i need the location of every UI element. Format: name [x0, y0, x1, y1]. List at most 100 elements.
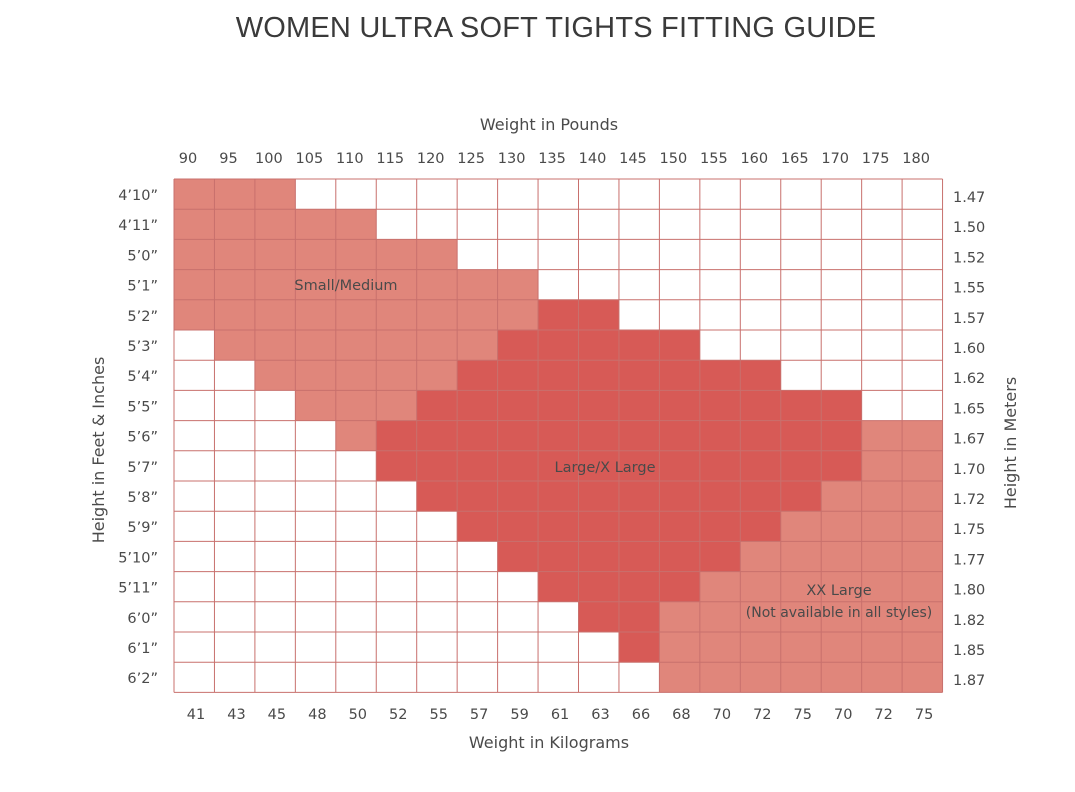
- size-cell-7-1: [214, 390, 255, 421]
- size-cell-0-3: [295, 179, 336, 210]
- size-cell-7-0: [174, 390, 215, 421]
- size-cell-13-17: [861, 571, 903, 602]
- y-left-tick: 5’0”: [127, 248, 158, 264]
- size-cell-14-9: [538, 601, 579, 632]
- size-cell-13-9: [538, 571, 579, 602]
- region-note-xx-large: (Not available in all styles): [746, 605, 932, 621]
- size-cell-16-17: [861, 662, 903, 693]
- size-cell-9-18: [902, 450, 943, 481]
- x-top-tick: 120: [417, 151, 445, 167]
- size-cell-5-3: [295, 330, 336, 361]
- size-cell-1-11: [618, 209, 660, 240]
- size-cell-10-14: [740, 481, 781, 512]
- size-cell-8-12: [659, 420, 700, 451]
- size-cell-6-4: [335, 360, 377, 391]
- size-cell-12-4: [335, 541, 377, 572]
- size-cell-0-12: [659, 179, 700, 210]
- size-cell-4-15: [780, 299, 822, 330]
- size-cell-16-13: [699, 662, 741, 693]
- size-cell-7-3: [295, 390, 336, 421]
- size-cell-14-3: [295, 601, 336, 632]
- size-cell-6-7: [457, 360, 498, 391]
- x-bottom-axis-title: Weight in Kilograms: [469, 733, 629, 752]
- size-cell-7-7: [457, 390, 498, 421]
- size-cell-5-6: [416, 330, 458, 361]
- size-cell-14-0: [174, 601, 215, 632]
- size-cell-12-14: [740, 541, 781, 572]
- size-cell-0-6: [416, 179, 458, 210]
- size-cell-0-2: [254, 179, 296, 210]
- size-cell-0-8: [497, 179, 539, 210]
- size-cell-8-11: [618, 420, 660, 451]
- size-cell-7-4: [335, 390, 377, 421]
- size-cell-14-13: [699, 601, 741, 632]
- size-cell-14-4: [335, 601, 377, 632]
- size-cell-8-9: [538, 420, 579, 451]
- size-cell-12-18: [902, 541, 943, 572]
- x-top-tick: 140: [579, 151, 607, 167]
- size-cell-9-17: [861, 450, 903, 481]
- size-cell-6-12: [659, 360, 700, 391]
- y-right-tick: 1.62: [953, 371, 985, 387]
- size-cell-1-12: [659, 209, 700, 240]
- size-cell-4-16: [821, 299, 862, 330]
- size-cell-15-16: [821, 632, 862, 663]
- size-cell-13-11: [618, 571, 660, 602]
- size-cell-15-1: [214, 632, 255, 663]
- size-cell-14-18: [902, 601, 943, 632]
- size-cell-14-10: [578, 601, 619, 632]
- size-cell-12-8: [497, 541, 539, 572]
- y-right-tick: 1.87: [953, 673, 985, 689]
- size-cell-5-7: [457, 330, 498, 361]
- size-cell-9-2: [254, 450, 296, 481]
- size-cell-9-12: [659, 450, 700, 481]
- size-cell-12-1: [214, 541, 255, 572]
- size-cell-11-5: [376, 511, 417, 542]
- size-cell-16-10: [578, 662, 619, 693]
- y-right-tick: 1.50: [953, 220, 985, 236]
- size-cell-9-6: [416, 450, 458, 481]
- size-cell-3-1: [214, 269, 255, 300]
- size-cell-2-14: [740, 239, 781, 270]
- size-cell-16-4: [335, 662, 377, 693]
- size-cell-12-6: [416, 541, 458, 572]
- size-cell-16-14: [740, 662, 781, 693]
- x-top-tick: 145: [619, 151, 647, 167]
- y-left-tick: 5’11”: [118, 581, 158, 597]
- y-left-tick: 5’3”: [127, 339, 158, 355]
- size-cell-1-10: [578, 209, 619, 240]
- size-cell-11-16: [821, 511, 862, 542]
- size-cell-8-6: [416, 420, 458, 451]
- size-cell-7-16: [821, 390, 862, 421]
- y-left-tick: 4’10”: [118, 188, 158, 204]
- x-bottom-tick: 41: [187, 707, 205, 723]
- size-cell-15-11: [618, 632, 660, 663]
- size-cell-16-1: [214, 662, 255, 693]
- size-cell-15-14: [740, 632, 781, 663]
- size-cell-2-17: [861, 239, 903, 270]
- size-cell-15-15: [780, 632, 822, 663]
- size-cell-5-4: [335, 330, 377, 361]
- size-cell-4-2: [254, 299, 296, 330]
- size-cell-3-15: [780, 269, 822, 300]
- size-cell-1-16: [821, 209, 862, 240]
- size-cell-3-0: [174, 269, 215, 300]
- size-cell-2-11: [618, 239, 660, 270]
- size-cell-12-15: [780, 541, 822, 572]
- y-right-tick: 1.82: [953, 613, 985, 629]
- size-cell-5-2: [254, 330, 296, 361]
- x-top-tick: 180: [902, 151, 930, 167]
- size-cell-1-18: [902, 209, 943, 240]
- x-top-axis-title: Weight in Pounds: [480, 115, 618, 134]
- size-cell-7-5: [376, 390, 417, 421]
- size-cell-13-5: [376, 571, 417, 602]
- y-left-tick: 5’6”: [127, 430, 158, 446]
- size-cell-7-15: [780, 390, 822, 421]
- size-cell-13-15: [780, 571, 822, 602]
- size-cell-5-5: [376, 330, 417, 361]
- size-cell-13-0: [174, 571, 215, 602]
- size-cell-8-2: [254, 420, 296, 451]
- size-cell-13-8: [497, 571, 539, 602]
- size-cell-1-15: [780, 209, 822, 240]
- size-cell-2-2: [254, 239, 296, 270]
